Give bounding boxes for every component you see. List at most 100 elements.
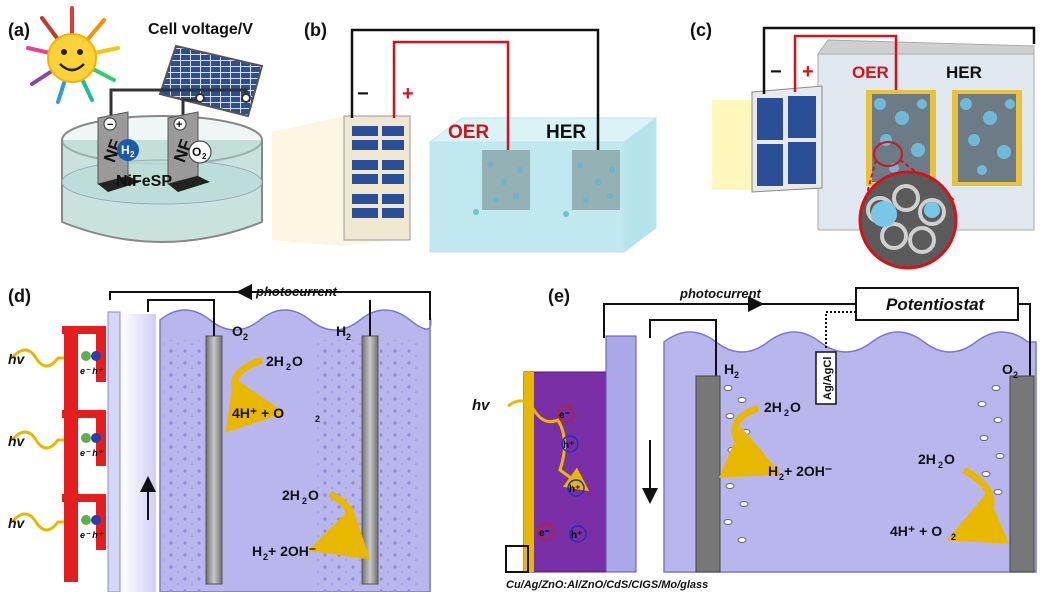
bubbles-d-anode [164, 340, 206, 592]
panel-d-eh-1: e⁻ h⁺ [80, 366, 104, 376]
panel-a-minus: − [107, 119, 113, 131]
cell-b-side [623, 117, 657, 253]
panel-d-anode-product-sub: 2 [315, 414, 320, 424]
photon-e [507, 399, 590, 492]
panel-d-cathode-product-tail: + 2OH⁻ [268, 543, 316, 559]
panel-c-tag: (c) [690, 20, 712, 40]
panel-a-o2-sub: 2 [202, 152, 207, 161]
panel-a: (a) Cell voltage/V [8, 6, 264, 243]
panel-b-oer: OER [448, 122, 489, 143]
wire-c-black [762, 26, 1036, 94]
panel-d-cathode-reactant-tail: O [308, 487, 319, 503]
panel-c: (c) − + OER HER [690, 20, 1036, 270]
panel-e-h-2: h⁺ [569, 484, 580, 495]
panel-d-hv-3: hv [8, 515, 26, 531]
panel-d-anode-reactant-sub: 2 [286, 362, 291, 372]
panel-e-cathode-product-sub: 2 [779, 472, 784, 482]
panel-c-minus: − [770, 61, 782, 83]
panel-d-hv-2: hv [8, 433, 26, 449]
photon-d [10, 348, 64, 532]
reaction-arrow-e-cathode [718, 404, 782, 478]
panel-e-tag: (e) [548, 286, 570, 306]
panel-d-cathode-product: H [252, 543, 262, 559]
pv-cells-c [757, 96, 816, 186]
panel-d-h2: H [336, 323, 346, 339]
panel-d-eh-3: e⁻ h⁺ [80, 530, 104, 540]
bubbles-b [473, 162, 615, 217]
panel-e-h-1: h⁺ [563, 440, 574, 451]
reaction-arrow-e-anode [946, 466, 1010, 544]
panel-d-current: photocurrent [255, 284, 338, 299]
wire-c-red [793, 34, 898, 92]
panel-e-anode-reactant: 2H [918, 451, 936, 467]
circuit-e-right [1018, 303, 1031, 378]
panel-e-h2: H [724, 361, 734, 377]
electrode-a-right: + NF [167, 111, 210, 192]
circuit-d-anode-wire [147, 299, 215, 336]
panel-d-anode-reactant: 2H [266, 353, 284, 369]
electrode-e-cathode [695, 375, 721, 573]
panel-e-current: photocurrent [679, 286, 762, 301]
panel-d-cathode-product-sub: 2 [263, 552, 268, 562]
panel-d-o2-sub: 2 [243, 332, 248, 342]
charges-e [537, 405, 587, 543]
electrode-d-cathode [361, 335, 379, 585]
panel-d-cathode-reactant-sub: 2 [302, 496, 307, 506]
o2-bubble-icon [188, 140, 212, 164]
pv-device-e [523, 371, 617, 573]
bubbles-d-cathode-left [316, 340, 362, 592]
bubbles-d-cathode-right [380, 340, 420, 592]
panel-d-hv-1: hv [8, 351, 26, 367]
electrode-d-anode [205, 335, 223, 585]
wire-b-red [392, 40, 510, 150]
panel-e-o2-sub: 2 [1013, 370, 1018, 380]
panel-e-cathode-reactant-tail: O [790, 399, 801, 415]
reference-electrode-e [815, 351, 837, 405]
substrate-e [505, 545, 529, 573]
window-e [605, 335, 637, 573]
reaction-arrow-d-cathode [308, 490, 371, 560]
panel-c-oer: OER [852, 63, 889, 82]
zoom-source-c [873, 141, 903, 167]
panel-b: (b) − + OER HER [272, 20, 658, 253]
panel-e-potentiostat: Potentiostat [886, 295, 986, 314]
charge-pairs-d [81, 351, 101, 525]
panel-e-anode-product-sub: 2 [951, 532, 956, 542]
reference-wire-e [825, 311, 856, 350]
panel-d-cathode-reactant: 2H [282, 487, 300, 503]
panel-e-e-2: e⁻ [539, 528, 550, 539]
panel-e: (e) photocurrent Potentiostat Ag/AgCl hv [472, 286, 1037, 591]
panel-c-plus: + [802, 61, 814, 83]
panel-a-h2-sub: 2 [130, 150, 135, 159]
panel-e-reference: Ag/AgCl [822, 357, 834, 400]
panel-b-plus: + [402, 83, 414, 105]
panel-b-tag: (b) [304, 20, 327, 40]
panel-d-anode-reactant-tail: O [292, 353, 303, 369]
window-d [122, 314, 156, 592]
h2-bubble-icon [117, 139, 139, 161]
panel-e-h2-sub: 2 [734, 370, 739, 380]
potentiostat-box [855, 287, 1019, 321]
tank-c-top [817, 39, 1035, 55]
panel-a-title: Cell voltage/V [148, 21, 253, 38]
panel-d-o2: O [232, 323, 243, 339]
panel-a-electrolyte: NiFeSP [116, 173, 172, 190]
panel-e-cathode-product: H [768, 463, 778, 479]
panel-e-hv: hv [472, 397, 491, 414]
panel-b-her: HER [546, 122, 586, 143]
circuit-e-left [603, 303, 856, 338]
panel-e-device-stack: Cu/Ag/ZnO:Al/ZnO/CdS/CIGS/Mo/glass [506, 579, 708, 591]
panel-e-cathode-reactant-sub: 2 [784, 408, 789, 418]
panel-c-her: HER [946, 63, 982, 82]
panel-e-h-3: h⁺ [571, 530, 582, 541]
electrode-e-anode [1009, 375, 1035, 573]
panel-d-tag: (d) [8, 286, 31, 306]
bubble-inset-large [871, 201, 897, 227]
solar-panel-a [158, 44, 264, 118]
panel-d-anode-product: 4H⁺ + O [232, 405, 284, 421]
panel-d: (d) photocurrent [8, 284, 432, 592]
panel-b-minus: − [357, 83, 369, 105]
electrolyte-e [663, 331, 1037, 573]
panel-e-anode-reactant-tail: O [944, 451, 955, 467]
